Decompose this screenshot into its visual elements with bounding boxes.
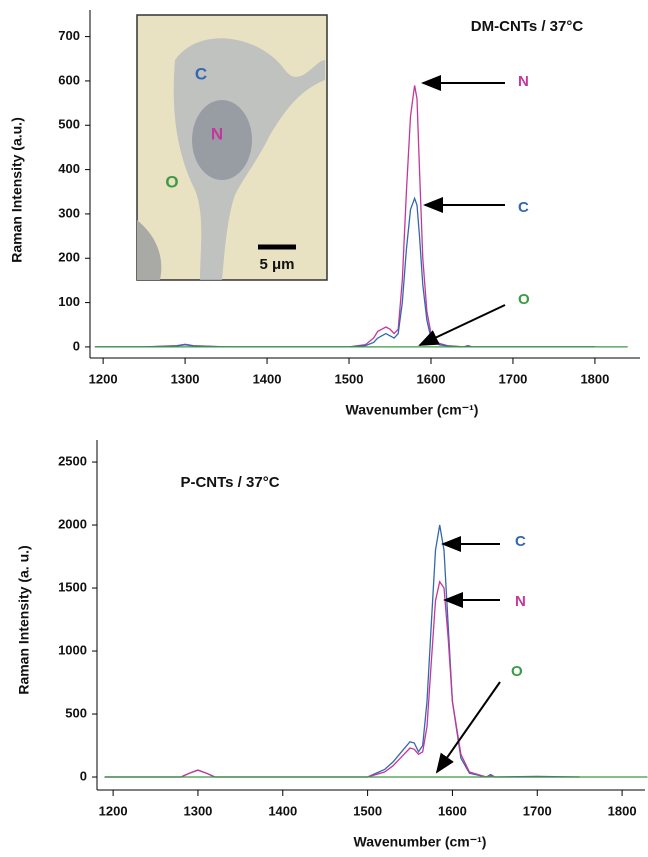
inset-region-label: N — [211, 124, 223, 143]
x-tick-label: 1300 — [171, 371, 200, 386]
y-tick-label: 2500 — [58, 453, 87, 468]
x-tick-label: 1400 — [253, 371, 282, 386]
y-tick-label: 1500 — [58, 579, 87, 594]
y-tick-label: 0 — [73, 338, 80, 353]
annotation-label: C — [515, 533, 526, 550]
y-axis-label: Raman Intensity (a. u.) — [16, 545, 32, 694]
y-tick-label: 300 — [58, 205, 80, 220]
annotation-label: O — [518, 291, 530, 308]
annotation-arrow — [418, 304, 506, 346]
x-axis-label: Wavenumber (cm⁻¹) — [346, 402, 479, 418]
spectrum-line — [104, 524, 580, 778]
spectrum-line — [104, 580, 580, 778]
annotation-label: C — [518, 199, 529, 216]
x-tick-label: 1600 — [438, 803, 467, 818]
y-axis-label: Raman Intensity (a.u.) — [9, 117, 25, 262]
y-tick-label: 100 — [58, 294, 80, 309]
chart-title: DM-CNTs / 37°C — [471, 18, 584, 35]
x-tick-label: 1600 — [417, 371, 446, 386]
y-tick-label: 200 — [58, 250, 80, 265]
x-tick-label: 1200 — [89, 371, 118, 386]
y-tick-label: 1000 — [58, 642, 87, 657]
scale-bar-label: 5 μm — [259, 256, 294, 273]
x-tick-label: 1200 — [99, 803, 128, 818]
x-tick-label: 1500 — [353, 803, 382, 818]
x-tick-label: 1800 — [608, 803, 637, 818]
annotation-label: O — [511, 663, 523, 680]
micrograph-inset: C N O 5 μm — [136, 14, 328, 281]
inset-region-label: C — [195, 64, 207, 83]
inset-region-label: O — [165, 172, 178, 191]
y-tick-label: 600 — [58, 72, 80, 87]
x-tick-label: 1700 — [523, 803, 552, 818]
y-tick-label: 500 — [65, 705, 87, 720]
x-tick-label: 1400 — [268, 803, 297, 818]
y-tick-label: 700 — [58, 28, 80, 43]
y-tick-label: 500 — [58, 117, 80, 132]
y-tick-label: 0 — [80, 768, 87, 783]
x-tick-label: 1300 — [183, 803, 212, 818]
x-tick-label: 1800 — [580, 371, 609, 386]
chart-title: P-CNTs / 37°C — [180, 474, 279, 491]
y-tick-label: 2000 — [58, 516, 87, 531]
x-tick-label: 1700 — [498, 371, 527, 386]
annotation-arrow — [435, 681, 501, 774]
annotation-label: N — [518, 73, 529, 90]
x-axis-label: Wavenumber (cm⁻¹) — [354, 834, 487, 850]
annotation-label: N — [515, 593, 526, 610]
y-tick-label: 400 — [58, 161, 80, 176]
x-tick-label: 1500 — [335, 371, 364, 386]
